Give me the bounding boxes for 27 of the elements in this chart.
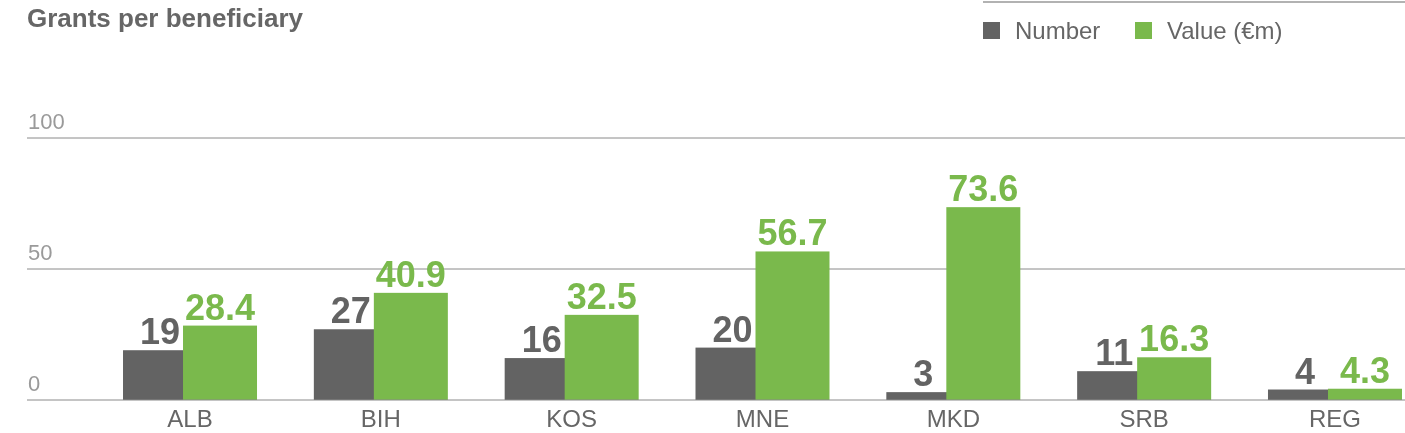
legend-label: Number	[1015, 17, 1101, 44]
data-label: 16.3	[1139, 318, 1210, 360]
data-label: 27	[330, 290, 371, 332]
x-tick-label: BIH	[360, 405, 401, 432]
x-tick-label: REG	[1308, 405, 1361, 432]
x-tick-label: ALB	[167, 405, 213, 432]
y-tick-label: 50	[28, 240, 53, 265]
x-tick-label: MKD	[926, 405, 980, 432]
data-label: 19	[139, 311, 181, 353]
data-label: 56.7	[757, 212, 828, 254]
data-label: 16	[521, 319, 562, 361]
data-label: 3	[913, 353, 934, 395]
data-label: 4	[1294, 350, 1315, 392]
x-tick-label: MNE	[735, 405, 790, 432]
y-tick-label: 0	[28, 371, 41, 396]
data-label: 40.9	[375, 253, 446, 295]
data-label: 28.4	[184, 286, 256, 328]
data-label: 32.5	[566, 275, 637, 317]
legend-label: Value (€m)	[1167, 17, 1283, 44]
y-tick-label: 100	[28, 109, 65, 134]
x-tick-label: SRB	[1119, 405, 1169, 432]
x-tick-label: KOS	[546, 405, 598, 432]
data-label: 20	[712, 308, 753, 350]
data-label: 73.6	[948, 168, 1019, 210]
data-label: 11	[1095, 332, 1134, 374]
data-label: 4.3	[1339, 349, 1391, 391]
chart-title: Grants per beneficiary	[27, 3, 304, 33]
